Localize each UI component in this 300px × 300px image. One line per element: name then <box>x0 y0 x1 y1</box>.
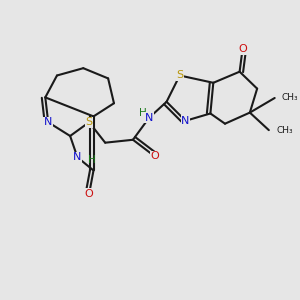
Text: H: H <box>88 154 95 165</box>
Text: N: N <box>73 152 82 162</box>
Text: S: S <box>85 117 93 127</box>
Text: N: N <box>44 117 52 127</box>
Text: O: O <box>151 152 159 161</box>
Text: CH₃: CH₃ <box>282 94 298 103</box>
Text: S: S <box>176 70 183 80</box>
Text: N: N <box>145 113 153 123</box>
Text: N: N <box>182 116 190 126</box>
Text: CH₃: CH₃ <box>276 126 293 135</box>
Text: O: O <box>85 189 94 199</box>
Text: H: H <box>139 108 146 118</box>
Text: O: O <box>238 44 247 54</box>
